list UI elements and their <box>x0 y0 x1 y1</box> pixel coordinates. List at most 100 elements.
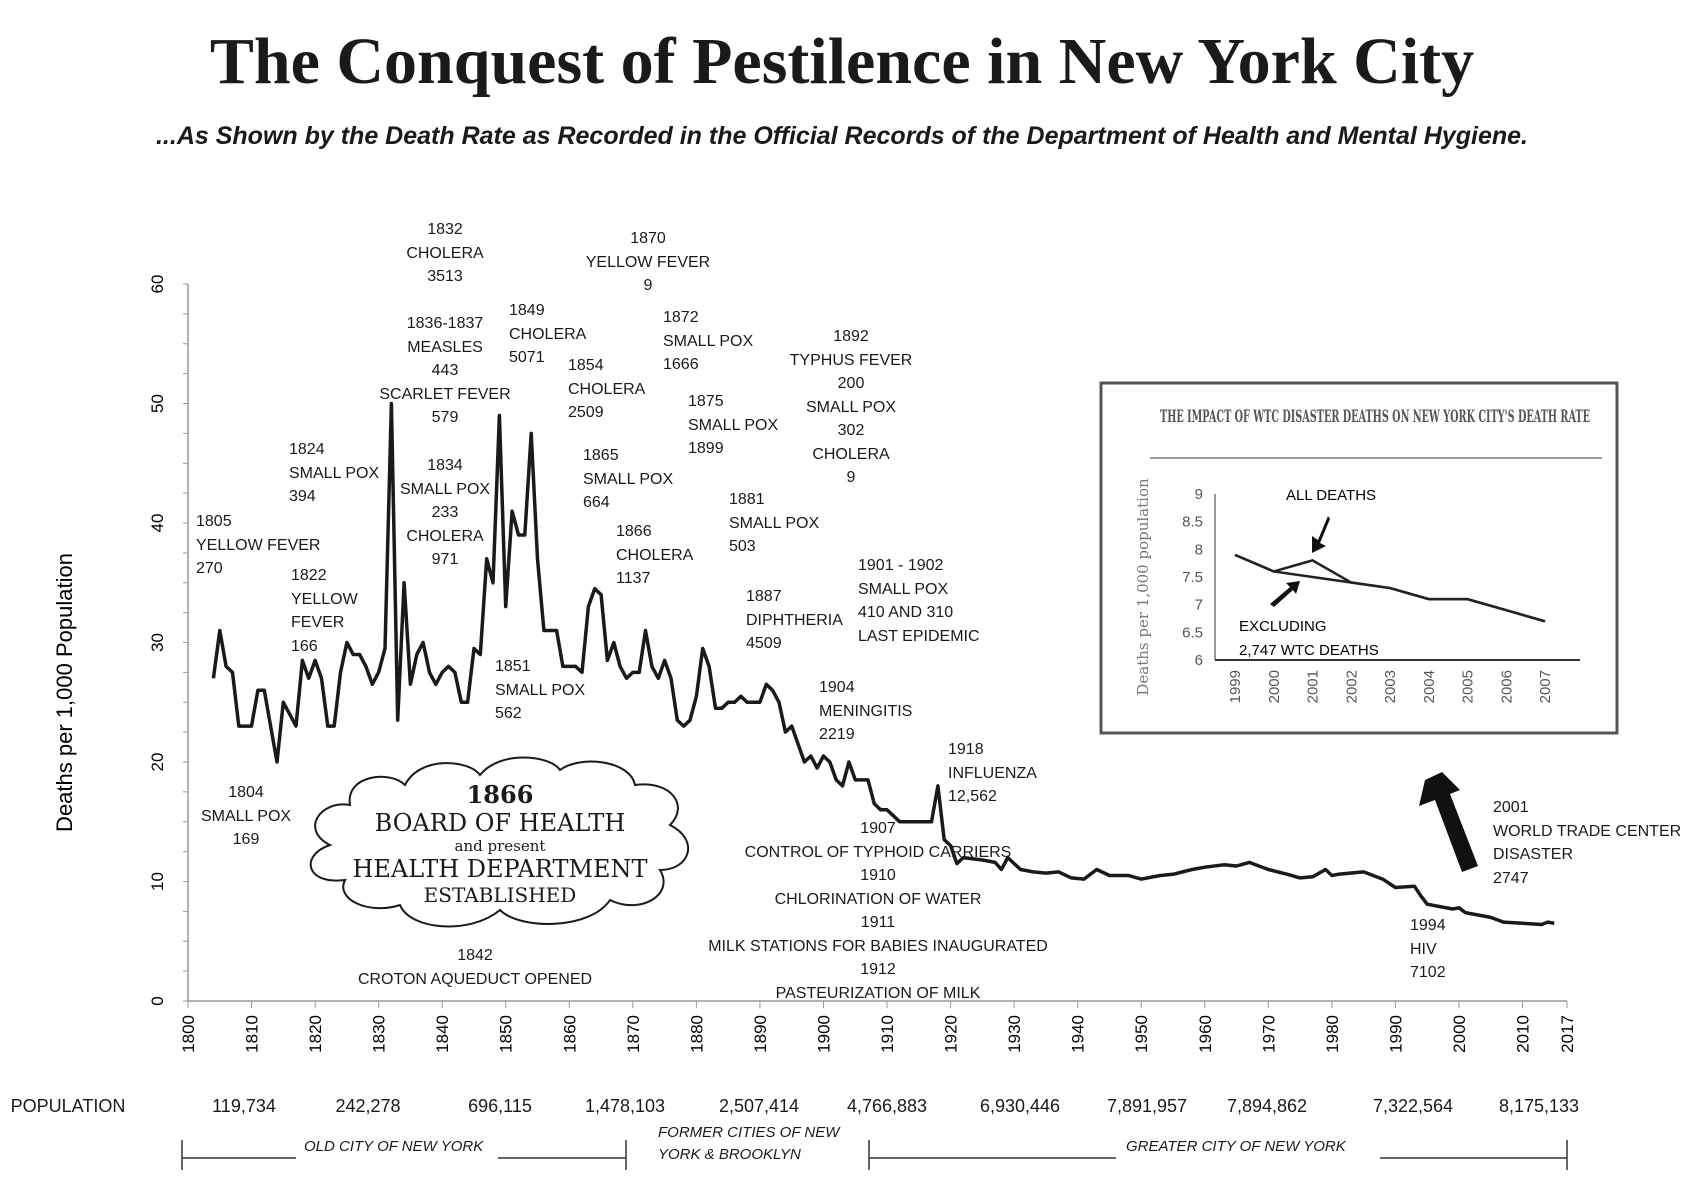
x-tick-label: 1870 <box>624 1015 643 1053</box>
annotation-line: 1872 <box>663 309 699 326</box>
subtitle: ...As Shown by the Death Rate as Recorde… <box>155 122 1528 150</box>
annotation-line: 1866 <box>616 523 652 540</box>
annotation: 1887 DIPHTHERIA 4509 <box>746 585 843 656</box>
x-tick-label: 2010 <box>1514 1015 1533 1053</box>
population-value: 1,478,103 <box>584 1096 666 1116</box>
cloud-shape <box>309 756 690 928</box>
annotation-line: 12,562 <box>948 788 997 805</box>
y-tick-label: 60 <box>148 275 167 294</box>
inset-y-tick-label: 7 <box>1195 597 1203 614</box>
x-tick-label: 2000 <box>1450 1015 1469 1053</box>
x-tick-label: 1800 <box>179 1015 198 1053</box>
annotation-line: MILK STATIONS FOR BABIES INAUGURATED <box>708 937 1048 955</box>
annotation-line: 664 <box>583 494 610 511</box>
x-tick-label: 1840 <box>433 1015 452 1053</box>
annotation-line: 1137 <box>616 570 651 587</box>
annotation-line: 1804 <box>228 784 264 801</box>
x-tick-label: 1940 <box>1069 1015 1088 1053</box>
annotation-line: FEVER <box>291 614 345 631</box>
population-value: 242,278 <box>335 1096 401 1116</box>
inset-title: THE IMPACT OF WTC DISASTER DEATHS ON NEW… <box>1160 407 1590 427</box>
annotation-line: 1805 <box>196 513 232 530</box>
population-value: 696,115 <box>468 1096 532 1116</box>
annotation-line: SMALL POX <box>399 480 491 498</box>
annotation-line: SMALL POX <box>289 464 380 482</box>
inset-series-line <box>1234 553 1546 623</box>
y-tick-label: 50 <box>148 394 167 413</box>
era-old-city: OLD CITY OF NEW YORK <box>298 1136 490 1158</box>
cloud-line4: ESTABLISHED <box>423 883 577 907</box>
y-tick-label: 10 <box>148 872 167 891</box>
y-tick-label: 30 <box>148 633 167 652</box>
population-label: POPULATION <box>10 1096 126 1116</box>
annotation-line: TYPHUS FEVER <box>789 351 913 369</box>
annotation-line: 1918 <box>948 741 984 758</box>
annotation-line: YELLOW FEVER <box>196 536 321 554</box>
x-tick-label: 1990 <box>1386 1015 1405 1053</box>
annotation-line: 410 AND 310 <box>858 604 954 621</box>
annotation: 1832 CHOLERA 3513 <box>406 218 483 289</box>
annotation: 1907 CONTROL OF TYPHOID CARRIERS 1910 CHLOR… <box>708 817 1048 1005</box>
inset-y-label: Deaths per 1,000 population <box>1134 478 1152 696</box>
annotation: 1822 YELLOW FEVER 166 <box>291 564 358 658</box>
x-tick-label: 1880 <box>687 1015 706 1053</box>
x-tick-label: 1980 <box>1323 1015 1342 1053</box>
annotation-line: 1824 <box>289 441 325 458</box>
annotation-line: YELLOW FEVER <box>585 253 711 271</box>
annotation: 1824 SMALL POX 394 <box>289 438 379 509</box>
annotation-line: HIV <box>1410 940 1437 958</box>
population-value: 2,507,414 <box>718 1096 800 1116</box>
inset-legend-all: ALL DEATHS <box>1286 487 1376 504</box>
population-value: 8,175,133 <box>1498 1096 1580 1116</box>
annotation-line: DISASTER <box>1493 846 1574 863</box>
cloud-line1: BOARD OF HEALTH <box>374 809 626 837</box>
x-tick-label: 1970 <box>1259 1015 1278 1053</box>
annotation-line: 1875 <box>688 393 724 410</box>
population-value: 119,734 <box>212 1096 276 1116</box>
annotation-line: CHOLERA <box>568 380 646 398</box>
annotation-line: 7102 <box>1410 964 1446 981</box>
annotation-line: CHOLERA <box>616 546 694 564</box>
annotation-line: 2219 <box>819 726 855 743</box>
inset-x-tick-label: 2006 <box>1498 670 1515 703</box>
annotation: 1854 CHOLERA 2509 <box>568 354 645 425</box>
annotation-line: 1892 <box>833 328 869 345</box>
annotation-line: 166 <box>291 637 318 655</box>
annotation: 1872 SMALL POX 1666 <box>663 306 753 377</box>
annotation-line: 270 <box>196 560 223 577</box>
x-tick-label: 2017 <box>1558 1015 1577 1053</box>
inset-x-tick-label: 2002 <box>1343 670 1360 703</box>
inset-y-tick-label: 8.5 <box>1182 514 1203 531</box>
annotation-line: 1994 <box>1410 917 1446 934</box>
x-tick-label: 1930 <box>1005 1015 1024 1053</box>
annotation-line: SCARLET FEVER <box>379 385 511 403</box>
x-tick-label: 1910 <box>878 1015 897 1053</box>
annotation-line: CROTON AQUEDUCT OPENED <box>357 970 593 988</box>
annotation-line: 1849 <box>509 302 545 319</box>
y-tick-label: 0 <box>148 996 167 1005</box>
x-tick-label: 1810 <box>243 1015 262 1053</box>
annotation-line: DIPHTHERIA <box>746 611 843 629</box>
annotation-line: 9 <box>643 277 653 294</box>
population-value: 4,766,883 <box>846 1096 928 1116</box>
annotation-line: 579 <box>431 409 459 426</box>
era-former-cities: FORMER CITIES OF NEW YORK & BROOKLYN <box>652 1122 846 1166</box>
annotation-line: 1836-1837 <box>406 315 484 332</box>
population-value: 6,930,446 <box>979 1096 1061 1116</box>
annotation: 1866 CHOLERA 1137 <box>616 520 693 591</box>
annotation-line: 1901 - 1902 <box>858 557 944 574</box>
inset-x-tick-label: 2001 <box>1305 670 1322 703</box>
annotation: 1849 CHOLERA 5071 <box>509 299 586 370</box>
x-tick-label: 1900 <box>814 1015 833 1053</box>
cloud-line3: HEALTH DEPARTMENT <box>352 855 648 883</box>
annotation: 1836-1837 MEASLES 443 SCARLET FEVER 579 <box>379 312 510 430</box>
inset-x-tick-label: 2005 <box>1460 670 1477 703</box>
annotation-line: 394 <box>289 488 316 505</box>
annotation-line: SMALL POX <box>663 332 754 350</box>
annotation: 1870 YELLOW FEVER 9 <box>586 227 710 298</box>
annotation: 1805 YELLOW FEVER 270 <box>196 510 320 581</box>
annotation: 1994 HIV 7102 <box>1410 914 1446 985</box>
annotation-line: CHOLERA <box>406 244 484 262</box>
